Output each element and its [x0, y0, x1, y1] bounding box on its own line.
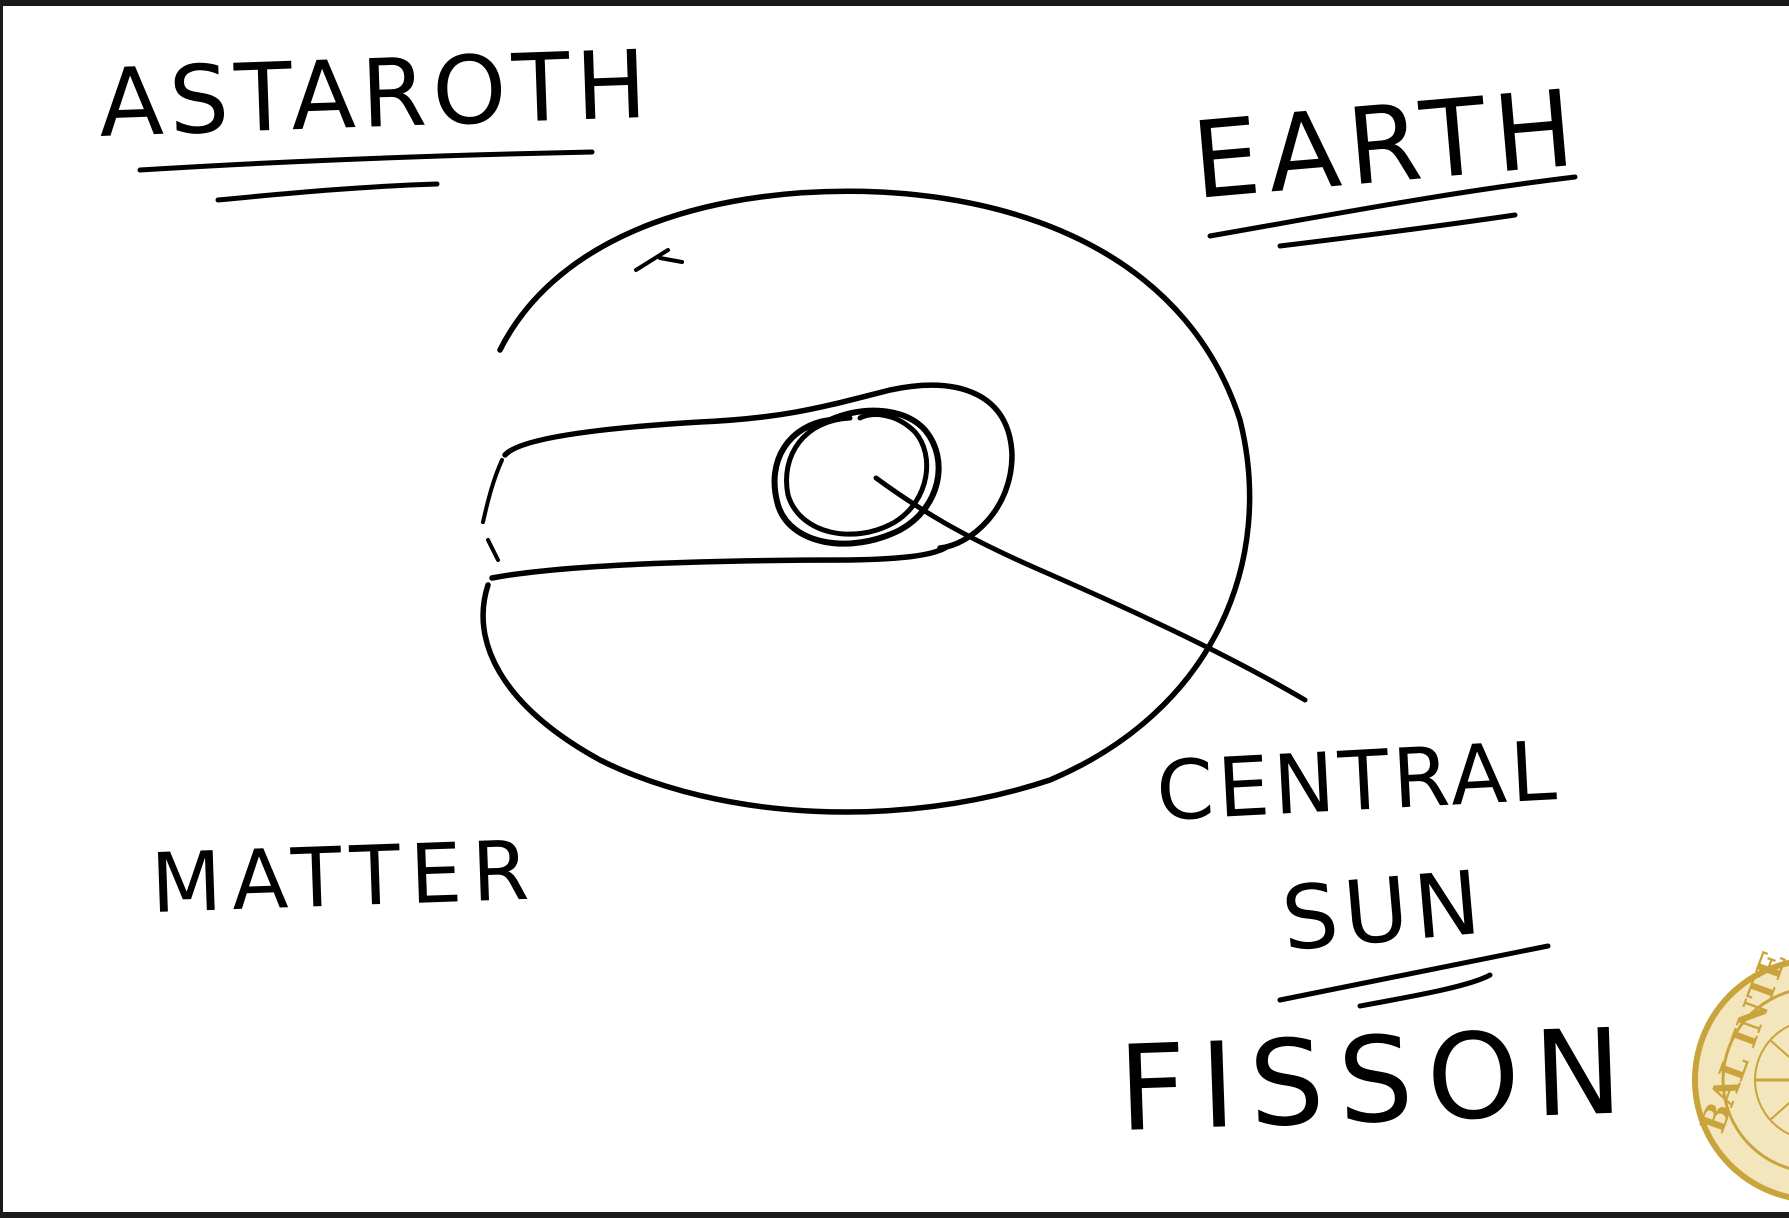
frame-left-border [0, 0, 3, 1218]
seal-logo: BAL INTE [1692, 947, 1789, 1201]
outer-earth-circle-tick [634, 248, 684, 272]
label-matter: MATTER [149, 824, 540, 932]
frame-bottom-border [0, 1212, 1789, 1218]
underline-earth [1207, 174, 1578, 249]
label-fisson: FISSON [1116, 1002, 1638, 1158]
underline-central-sun [1277, 943, 1551, 1009]
label-sun: SUN [1278, 851, 1490, 971]
label-central: CENTRAL [1154, 724, 1562, 840]
outer-earth-circle [480, 188, 1253, 815]
underline-astaroth [137, 149, 595, 203]
inner-tunnel-top [502, 382, 1015, 551]
tunnel-entry-marks [481, 458, 504, 562]
label-astaroth: ASTAROTH [97, 31, 654, 159]
label-earth: EARTH [1187, 66, 1586, 223]
central-sun-circle-overstroke [784, 412, 930, 537]
inner-tunnel-bottom [489, 545, 948, 581]
frame-top-border [0, 0, 1789, 6]
central-sun-circle [771, 407, 942, 547]
pointer-line [873, 475, 1308, 703]
